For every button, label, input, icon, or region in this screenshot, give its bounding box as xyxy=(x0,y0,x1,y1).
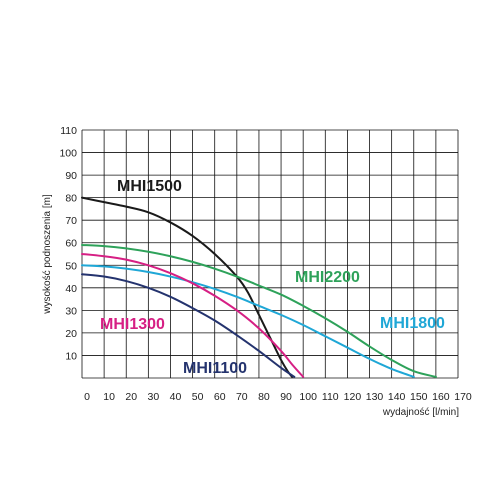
y-tick-label: 30 xyxy=(65,305,77,317)
y-tick-label: 80 xyxy=(65,193,77,205)
y-tick-label: 50 xyxy=(65,260,77,272)
x-tick-label: 60 xyxy=(214,391,226,403)
series-label-mhi2200: MHI2200 xyxy=(295,269,360,286)
series-label-mhi1800: MHI1800 xyxy=(380,315,445,332)
x-tick-label: 150 xyxy=(410,391,428,403)
x-tick-label: 160 xyxy=(432,391,450,403)
x-tick-label: 140 xyxy=(388,391,406,403)
series-line-mhi1800 xyxy=(81,264,415,378)
x-tick-label: 170 xyxy=(454,391,472,403)
series-line-mhi1300 xyxy=(81,253,305,378)
x-tick-label: 0 xyxy=(84,391,90,403)
series-line-mhi1100 xyxy=(81,273,296,378)
x-tick-label: 20 xyxy=(125,391,137,403)
y-tick-label: 60 xyxy=(65,238,77,250)
series-label-mhi1300: MHI1300 xyxy=(100,316,165,333)
x-tick-label: 70 xyxy=(236,391,248,403)
x-tick-label: 120 xyxy=(344,391,362,403)
grid-layer xyxy=(81,129,459,379)
x-tick-label: 80 xyxy=(258,391,270,403)
y-tick-label: 10 xyxy=(65,350,77,362)
series-line-mhi1500 xyxy=(81,196,294,378)
x-tick-label: 50 xyxy=(192,391,204,403)
y-tick-label: 90 xyxy=(65,170,77,182)
y-tick-label: 110 xyxy=(60,125,77,137)
series-line-mhi2200 xyxy=(81,243,437,378)
x-tick-label: 100 xyxy=(299,391,317,403)
x-tick-label: 30 xyxy=(148,391,160,403)
series-label-mhi1500: MHI1500 xyxy=(117,178,182,195)
x-axis-label: wydajność [l/min] xyxy=(382,407,459,418)
y-tick-label: 70 xyxy=(65,215,77,227)
x-tick-label: 90 xyxy=(280,391,292,403)
x-tick-label: 130 xyxy=(366,391,384,403)
tick-label-layer: 0 10 20 30 40 50 60 70 80 90 100 110 120 130 140 150 160… xyxy=(59,125,471,403)
y-tick-label: 100 xyxy=(59,148,77,160)
x-tick-label: 10 xyxy=(103,391,115,403)
y-tick-label: 20 xyxy=(65,328,77,340)
y-tick-label: 40 xyxy=(65,283,77,295)
y-axis-label: wysokość podnoszenia [m] xyxy=(42,194,53,315)
series-label-mhi1100: MHI1100 xyxy=(183,360,247,377)
series-layer xyxy=(81,196,437,378)
x-tick-label: 110 xyxy=(322,391,339,403)
x-tick-label: 40 xyxy=(170,391,182,403)
